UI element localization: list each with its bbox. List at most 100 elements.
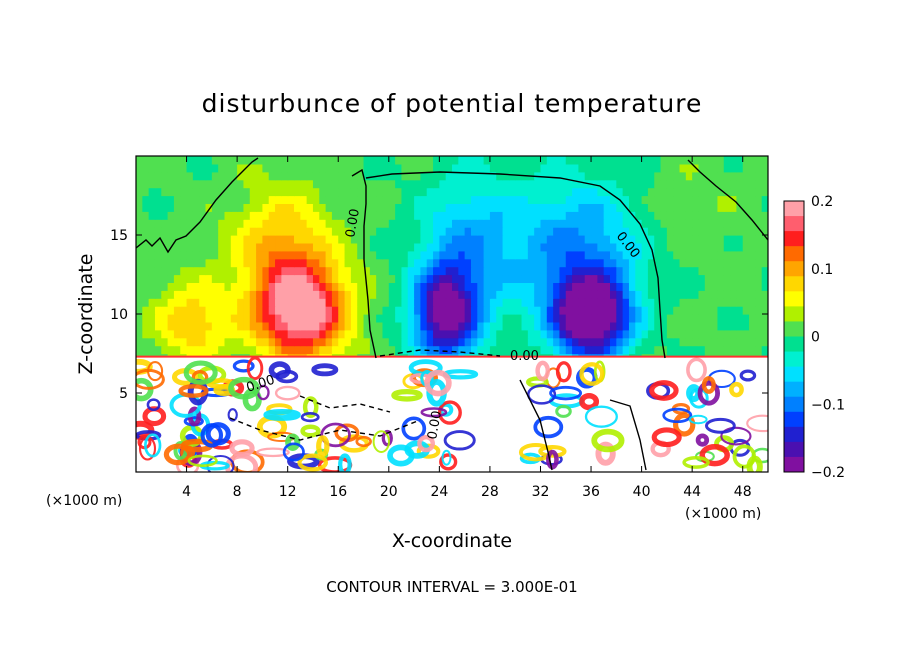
heatmap-cell <box>502 227 510 236</box>
heatmap-cell <box>584 282 592 291</box>
heatmap-cell <box>312 345 320 355</box>
heatmap-cell <box>584 314 592 323</box>
heatmap-cell <box>692 156 700 165</box>
heatmap-cell <box>616 314 624 323</box>
heatmap-cell <box>161 282 169 291</box>
heatmap-cell <box>572 163 579 173</box>
heatmap-cell <box>521 345 529 355</box>
heatmap-cell <box>199 337 207 347</box>
heatmap-cell <box>205 242 213 252</box>
heatmap-cell <box>192 179 200 189</box>
heatmap-cell <box>679 298 687 307</box>
heatmap-cell <box>192 306 200 315</box>
heatmap-cell <box>483 187 491 197</box>
heatmap-cell <box>470 290 478 299</box>
heatmap-cell <box>325 306 333 315</box>
heatmap-cell <box>325 266 333 276</box>
heatmap-cell <box>622 298 630 307</box>
heatmap-cell <box>647 290 655 299</box>
lower-region-swirl <box>302 396 319 418</box>
heatmap-cell <box>515 266 523 276</box>
heatmap-cell <box>319 321 327 331</box>
heatmap-cell <box>376 306 384 315</box>
heatmap-cell <box>420 298 428 307</box>
heatmap-cell <box>591 258 598 268</box>
heatmap-cell <box>496 282 504 291</box>
heatmap-cell <box>414 337 421 347</box>
heatmap-cell <box>382 298 390 307</box>
heatmap-cell <box>641 314 649 323</box>
heatmap-cell <box>635 329 643 339</box>
heatmap-cell <box>666 219 674 228</box>
heatmap-cell <box>635 211 643 220</box>
heatmap-cell <box>730 298 737 307</box>
heatmap-cell <box>641 345 649 355</box>
heatmap-cell <box>275 171 282 181</box>
heatmap-cell <box>331 235 339 244</box>
heatmap-cell <box>483 195 491 204</box>
heatmap-cell <box>136 266 143 276</box>
heatmap-cell <box>622 219 630 228</box>
heatmap-cell <box>237 211 245 220</box>
heatmap-cell <box>376 179 384 189</box>
lower-region-swirl <box>417 435 435 453</box>
heatmap-cell <box>426 298 434 307</box>
heatmap-cell <box>287 171 295 181</box>
heatmap-cell <box>243 187 251 197</box>
heatmap-cell <box>281 211 289 220</box>
heatmap-cell <box>679 282 687 291</box>
heatmap-cell <box>376 163 384 173</box>
heatmap-cell <box>256 227 263 236</box>
heatmap-cell <box>679 179 687 189</box>
heatmap-cell <box>205 211 213 220</box>
lower-region-swirl <box>439 453 458 471</box>
heatmap-cell <box>736 298 744 307</box>
heatmap-cell <box>597 211 605 220</box>
heatmap-cell <box>136 179 143 189</box>
heatmap-cell <box>546 306 554 315</box>
heatmap-cell <box>622 171 630 181</box>
heatmap-cell <box>654 258 662 268</box>
heatmap-cell <box>211 282 219 291</box>
lower-region-swirl <box>187 454 218 467</box>
heatmap-cell <box>344 329 352 339</box>
heatmap-cell <box>565 298 573 307</box>
heatmap-cell <box>723 290 731 299</box>
heatmap-cell <box>281 345 289 355</box>
heatmap-cell <box>546 250 554 260</box>
heatmap-cell <box>679 235 687 244</box>
heatmap-cell <box>749 171 756 181</box>
heatmap-cell <box>167 345 175 355</box>
heatmap-cell <box>382 258 390 268</box>
heatmap-cell <box>483 258 491 268</box>
heatmap-cell <box>534 242 542 252</box>
heatmap-cell <box>136 211 143 220</box>
heatmap-cell <box>610 345 617 355</box>
heatmap-cell <box>426 242 434 252</box>
heatmap-cell <box>369 203 377 212</box>
colorbar-swatch <box>784 396 804 413</box>
heatmap-cell <box>325 250 333 260</box>
heatmap-cell <box>230 266 238 276</box>
heatmap-cell <box>401 156 409 165</box>
heatmap-cell <box>382 282 390 291</box>
heatmap-cell <box>180 306 188 315</box>
heatmap-cell <box>382 345 390 355</box>
heatmap-cell <box>736 266 744 276</box>
heatmap-cell <box>534 250 542 260</box>
heatmap-cell <box>603 242 611 252</box>
heatmap-cell <box>186 187 194 197</box>
heatmap-cell <box>161 171 169 181</box>
heatmap-cell <box>502 156 510 165</box>
heatmap-cell <box>325 242 333 252</box>
heatmap-cell <box>647 282 655 291</box>
heatmap-cell <box>445 242 453 252</box>
heatmap-cell <box>483 203 491 212</box>
heatmap-cell <box>186 258 194 268</box>
heatmap-cell <box>489 282 497 291</box>
heatmap-cell <box>294 321 301 331</box>
heatmap-cell <box>407 314 415 323</box>
heatmap-cell <box>685 258 693 268</box>
heatmap-cell <box>407 203 415 212</box>
heatmap-cell <box>496 156 504 165</box>
